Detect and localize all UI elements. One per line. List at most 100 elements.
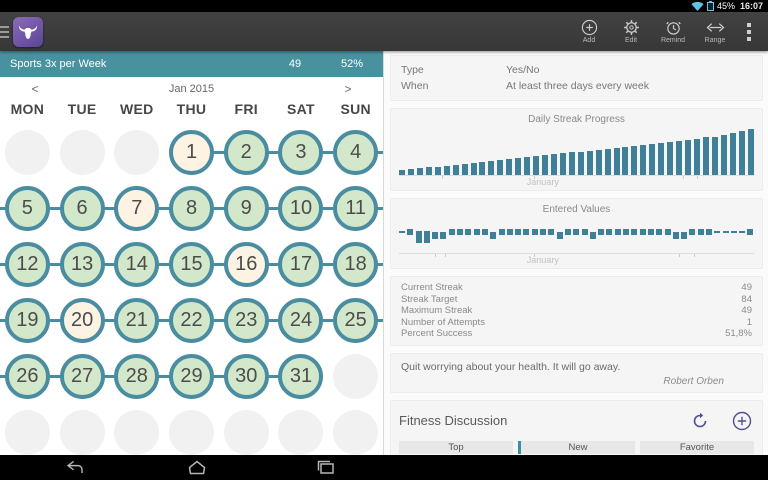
day-circle-17[interactable]: 17 [278, 241, 324, 287]
recents-icon [317, 460, 334, 474]
tab-favorite[interactable]: Favorite [640, 440, 754, 454]
day-circle-8[interactable]: 8 [169, 185, 215, 231]
refresh-button[interactable] [688, 409, 712, 433]
day-circle-14[interactable]: 14 [114, 241, 160, 287]
calendar-cell [0, 124, 55, 180]
calendar-cell: 5 [0, 180, 55, 236]
day-circle-26[interactable]: 26 [4, 353, 50, 399]
day-circle-empty [114, 129, 160, 175]
calendar-cell [0, 404, 55, 455]
streak-bar [649, 144, 656, 175]
calendar-cell: 12 [0, 236, 55, 292]
day-circle-7[interactable]: 7 [114, 185, 160, 231]
day-circle-31[interactable]: 31 [278, 353, 324, 399]
streak-bar [685, 140, 691, 175]
day-circle-empty [59, 129, 105, 175]
add-button[interactable]: Add [568, 19, 610, 44]
remind-button[interactable]: Remind [652, 19, 694, 44]
home-button[interactable] [167, 460, 227, 475]
entered-value-mark [672, 231, 679, 239]
streak-bar [738, 131, 745, 175]
calendar-cell: 11 [328, 180, 383, 236]
android-nav-bar [0, 455, 768, 480]
day-circle-22[interactable]: 22 [169, 297, 215, 343]
streak-chart-xlabel: January [526, 177, 559, 187]
streak-bar [720, 135, 727, 175]
day-circle-3[interactable]: 3 [278, 129, 324, 175]
streak-bar [702, 137, 709, 175]
entered-chart-axis: January [399, 253, 754, 265]
quote-card: Quit worrying about your health. It will… [390, 352, 763, 393]
day-circle-4[interactable]: 4 [333, 129, 379, 175]
streak-bar [515, 158, 522, 175]
weekday-label-wed: WED [120, 101, 154, 117]
day-circle-1[interactable]: 1 [169, 129, 215, 175]
day-circle-empty [333, 409, 379, 455]
next-month-arrow[interactable]: > [344, 82, 352, 96]
habit-header[interactable]: Sports 3x per Week 49 52% [0, 51, 383, 77]
day-circle-25[interactable]: 25 [333, 297, 379, 343]
entered-value-mark [614, 229, 621, 235]
menu-icon[interactable] [0, 21, 10, 43]
calendar-week-row: 5 6 7 8 9 10 11 [0, 180, 383, 236]
calendar-cell: 22 [164, 292, 219, 348]
prev-month-arrow[interactable]: < [31, 82, 39, 96]
day-circle-10[interactable]: 10 [278, 185, 324, 231]
calendar-cell: 30 [219, 348, 274, 404]
streak-bar [497, 160, 504, 175]
day-circle-5[interactable]: 5 [4, 185, 50, 231]
streak-bar [550, 154, 557, 175]
day-circle-15[interactable]: 15 [169, 241, 215, 287]
new-post-button[interactable] [730, 409, 754, 433]
day-circle-29[interactable]: 29 [169, 353, 215, 399]
streak-bar [676, 141, 683, 175]
stat-label: Number of Attempts [401, 316, 485, 328]
entered-value-mark [681, 231, 688, 239]
stat-label: Maximum Streak [401, 305, 473, 316]
calendar-cell: 17 [274, 236, 329, 292]
streak-bar [729, 133, 736, 175]
day-circle-28[interactable]: 28 [114, 353, 160, 399]
range-button[interactable]: Range [694, 19, 736, 44]
day-circle-27[interactable]: 27 [59, 353, 105, 399]
entered-value-mark [647, 229, 654, 235]
day-circle-12[interactable]: 12 [4, 241, 50, 287]
streak-chart [399, 129, 754, 175]
weekday-label-tue: TUE [67, 101, 97, 117]
day-circle-21[interactable]: 21 [114, 297, 160, 343]
streak-bar [640, 145, 647, 175]
gear-icon [623, 20, 639, 35]
day-circle-20[interactable]: 20 [59, 297, 105, 343]
refresh-icon [693, 412, 707, 427]
habitbull-logo[interactable] [13, 16, 43, 47]
streak-bar [595, 150, 602, 175]
back-button[interactable] [45, 460, 105, 475]
day-circle-9[interactable]: 9 [223, 185, 269, 231]
tab-new[interactable]: New [518, 440, 635, 454]
day-circle-24[interactable]: 24 [278, 297, 324, 343]
day-circle-empty [169, 409, 215, 455]
streak-bar [524, 157, 531, 175]
entered-value-mark [540, 229, 547, 235]
day-circle-23[interactable]: 23 [223, 297, 269, 343]
day-circle-13[interactable]: 13 [59, 241, 105, 287]
calendar-cell: 28 [109, 348, 164, 404]
android-status-bar: 45% 16:07 [0, 0, 768, 12]
entered-chart-xlabel: January [526, 255, 559, 265]
day-circle-11[interactable]: 11 [333, 185, 379, 231]
day-circle-16[interactable]: 16 [223, 241, 269, 287]
stat-label: Percent Success [401, 328, 473, 339]
entered-chart-title: Entered Values [542, 204, 611, 215]
entered-value-mark [515, 229, 522, 235]
day-circle-2[interactable]: 2 [223, 129, 269, 175]
edit-button[interactable]: Edit [610, 19, 652, 44]
day-circle-6[interactable]: 6 [59, 185, 105, 231]
day-circle-18[interactable]: 18 [333, 241, 379, 287]
overflow-menu-icon[interactable] [736, 22, 762, 41]
day-circle-30[interactable]: 30 [223, 353, 269, 399]
recents-button[interactable] [295, 460, 355, 475]
tab-top[interactable]: Top [399, 440, 513, 454]
day-circle-19[interactable]: 19 [4, 297, 50, 343]
entered-value-mark [481, 229, 488, 235]
calendar-cell: 31 [274, 348, 329, 404]
